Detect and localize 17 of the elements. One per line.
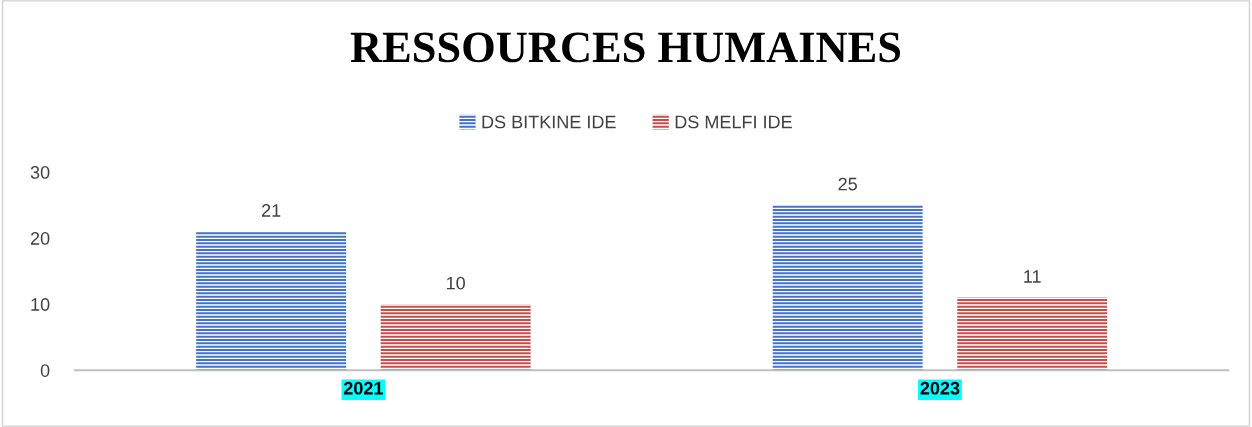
bar (957, 297, 1108, 371)
data-label: 25 (838, 177, 857, 191)
y-tick-label: 10 (31, 298, 50, 311)
y-tick-label: 30 (30, 166, 50, 179)
bar (380, 304, 531, 371)
bar (196, 231, 347, 371)
x-tick-label: 2023 (920, 381, 960, 395)
y-tick-label: 20 (30, 232, 50, 245)
data-label: 21 (262, 204, 281, 217)
data-label: 11 (1024, 270, 1041, 283)
legend-label: DS BITKINE IDE (482, 115, 616, 129)
y-tick-label: 0 (40, 364, 50, 377)
data-label: 10 (446, 276, 465, 290)
legend-label: DS MELFI IDE (675, 115, 792, 129)
x-tick-label: 2021 (343, 381, 383, 395)
bar (772, 205, 923, 371)
chart-title: RESSOURCES HUMAINES (350, 32, 901, 63)
